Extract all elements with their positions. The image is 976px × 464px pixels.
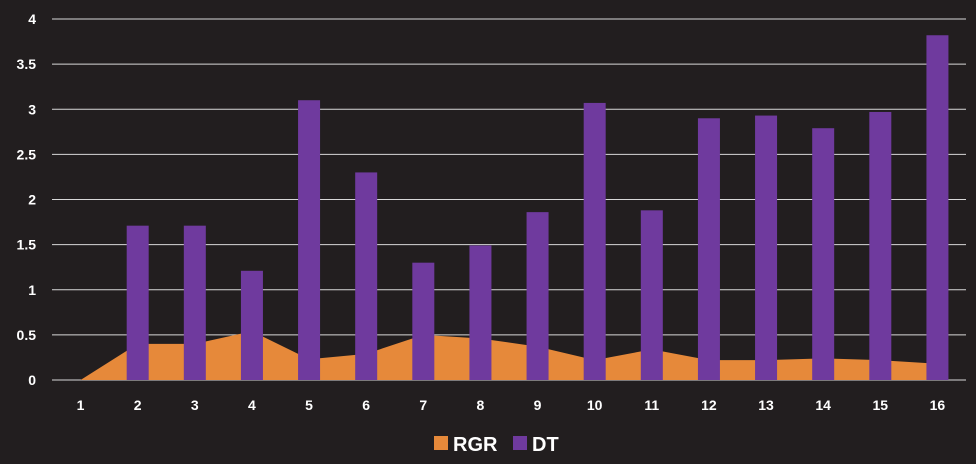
y-tick-label: 2.5 — [17, 146, 37, 162]
dt-bar — [869, 111, 892, 381]
x-tick-label: 12 — [701, 397, 717, 413]
dt-bar — [298, 100, 321, 380]
y-tick-label: 1.5 — [17, 237, 37, 253]
x-tick-label: 11 — [644, 397, 659, 413]
dt-bar — [812, 128, 835, 380]
legend-label-dt: DT — [532, 434, 559, 456]
dt-bar — [469, 245, 492, 380]
dt-bar — [355, 172, 378, 380]
dt-bar — [412, 262, 435, 380]
x-tick-label: 15 — [873, 397, 889, 413]
x-tick-label: 8 — [477, 397, 485, 413]
x-tick-label: 1 — [77, 397, 85, 413]
x-tick-label: 9 — [534, 397, 542, 413]
x-tick-label: 5 — [305, 397, 313, 413]
y-tick-label: 4 — [28, 11, 36, 27]
y-tick-label: 0.5 — [17, 327, 37, 343]
y-tick-label: 1 — [28, 282, 36, 298]
rgr-area — [80, 331, 938, 380]
x-tick-label: 13 — [758, 397, 774, 413]
y-axis: 0 0.5 1 1.5 2 2.5 3 3.5 4 — [17, 11, 37, 388]
dt-bar — [183, 225, 206, 380]
dt-bar — [755, 115, 778, 380]
x-tick-label: 16 — [930, 397, 946, 413]
x-tick-label: 6 — [362, 397, 370, 413]
dt-bar — [640, 210, 663, 380]
legend-swatch-rgr — [434, 436, 448, 450]
x-tick-label: 14 — [815, 397, 831, 413]
legend: RGR DT — [434, 434, 559, 456]
x-tick-label: 2 — [134, 397, 142, 413]
x-tick-label: 3 — [191, 397, 199, 413]
y-tick-label: 3 — [28, 101, 36, 117]
x-tick-label: 10 — [587, 397, 603, 413]
y-tick-label: 0 — [28, 372, 36, 388]
x-tick-label: 4 — [248, 397, 256, 413]
legend-label-rgr: RGR — [453, 434, 498, 456]
dt-bar — [583, 102, 606, 381]
rgr-area-series — [80, 331, 938, 380]
y-tick-label: 2 — [28, 192, 36, 208]
x-axis: 1 2 3 4 5 6 7 8 9 10 11 12 13 14 15 16 — [77, 397, 946, 413]
dt-bar — [240, 270, 263, 380]
dt-bar-series — [126, 35, 949, 381]
dt-bar — [126, 225, 149, 380]
dt-bar — [926, 35, 949, 381]
x-tick-label: 7 — [419, 397, 427, 413]
dt-bar — [526, 212, 549, 380]
dt-bar — [697, 118, 720, 381]
y-tick-label: 3.5 — [17, 56, 37, 72]
legend-swatch-dt — [513, 436, 527, 450]
